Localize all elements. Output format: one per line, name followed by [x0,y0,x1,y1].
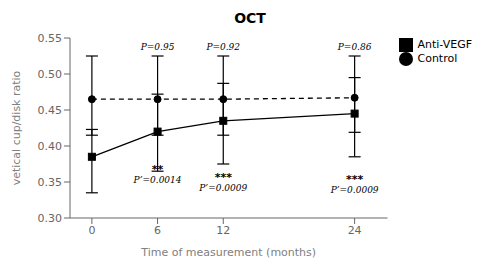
html-text:OCT: OCT [234,10,266,26]
svg-text:6: 6 [154,224,161,237]
svg-text:P’=0.0014: P’=0.0014 [133,175,182,185]
svg-text:0.40: 0.40 [38,140,63,153]
html-text:Anti-VEGF: Anti-VEGF [417,38,472,51]
svg-text:0.50: 0.50 [38,68,63,81]
svg-text:vetical cup/disk ratio: vetical cup/disk ratio [10,70,23,185]
html-text:Control: Control [417,52,458,65]
svg-text:P=0.95: P=0.95 [140,42,175,52]
svg-text:12: 12 [216,224,230,237]
svg-text:Time of measurement (months): Time of measurement (months) [140,246,316,258]
svg-text:24: 24 [348,224,362,237]
svg-text:0.35: 0.35 [38,176,63,189]
svg-text:P=0.92: P=0.92 [205,42,240,52]
svg-text:P=0.86: P=0.86 [337,42,372,52]
svg-text:0.45: 0.45 [38,104,63,117]
svg-text:0: 0 [88,224,95,237]
svg-text:0.30: 0.30 [38,212,63,225]
svg-text:***: *** [346,173,364,186]
svg-text:P’=0.0009: P’=0.0009 [198,183,247,193]
svg-text:P’=0.0009: P’=0.0009 [330,185,379,195]
svg-text:0.55: 0.55 [38,32,63,45]
